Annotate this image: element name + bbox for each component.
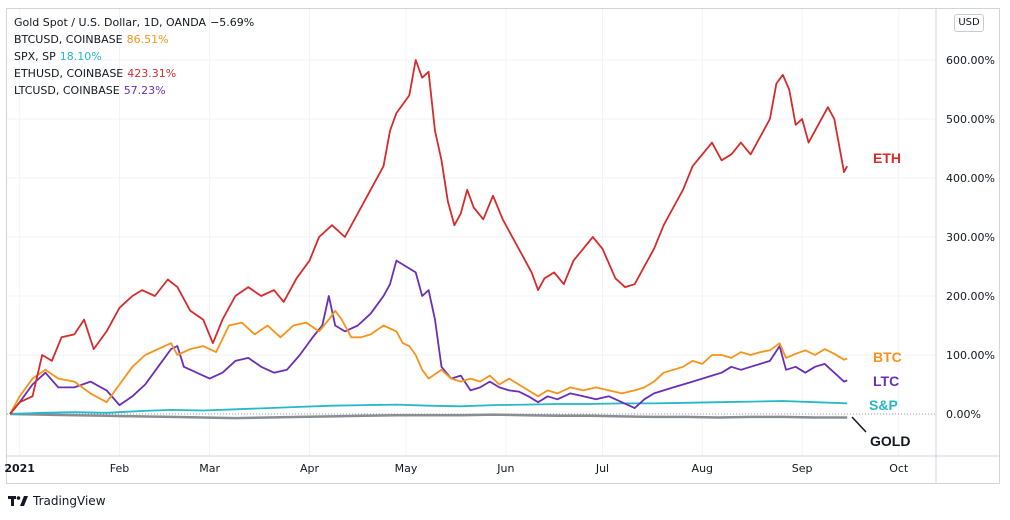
y-tick-label: 500.00%: [946, 113, 995, 126]
series-line-eth[interactable]: [9, 59, 848, 415]
y-tick-label: 200.00%: [946, 290, 995, 303]
legend-row-btc[interactable]: BTCUSD, COINBASE 86.51%: [14, 31, 254, 48]
currency-badge[interactable]: USD: [954, 14, 984, 32]
chart-legend: Gold Spot / U.S. Dollar, 1D, OANDA −5.69%…: [14, 14, 254, 99]
x-axis-ticks: 2021 Feb Mar Apr May Jun Jul Aug Sep Oct: [4, 462, 909, 475]
y-tick-label: 400.00%: [946, 172, 995, 185]
series-end-labels: ETH BTC LTC S&P GOLD: [851, 150, 910, 449]
legend-row-gold[interactable]: Gold Spot / U.S. Dollar, 1D, OANDA −5.69%: [14, 14, 254, 31]
legend-label: Gold Spot / U.S. Dollar, 1D, OANDA: [14, 16, 207, 29]
brand-name: TradingView: [33, 494, 106, 508]
legend-value: 86.51%: [126, 33, 169, 46]
legend-label: LTCUSD, COINBASE: [14, 84, 120, 97]
legend-label: BTCUSD, COINBASE: [14, 33, 123, 46]
series-line-gold[interactable]: [9, 412, 848, 420]
series-line-sandp[interactable]: [9, 400, 848, 415]
x-tick-label: Jul: [595, 462, 609, 475]
y-tick-label: 0.00%: [946, 408, 981, 421]
tradingview-branding[interactable]: TradingView: [8, 494, 106, 508]
series-lines: [9, 59, 848, 420]
gold-label-leader: [851, 416, 867, 433]
series-line-btc[interactable]: [9, 309, 848, 415]
x-tick-label: Aug: [692, 462, 713, 475]
tradingview-logo-icon: [8, 496, 28, 506]
legend-value: 57.23%: [123, 84, 166, 97]
legend-row-ltc[interactable]: LTCUSD, COINBASE 57.23%: [14, 82, 254, 99]
x-tick-label: May: [395, 462, 418, 475]
legend-value: 423.31%: [127, 67, 177, 80]
chart-frame: [6, 8, 1000, 484]
y-axis-ticks: 0.00% 100.00% 200.00% 300.00% 400.00% 500.00%…: [946, 54, 995, 421]
end-label-ltc: LTC: [873, 373, 899, 389]
x-tick-label: Mar: [199, 462, 220, 475]
x-tick-label: 2021: [4, 462, 35, 475]
x-tick-label: Oct: [889, 462, 909, 475]
series-line-ltc[interactable]: [9, 259, 848, 415]
end-label-gold: GOLD: [870, 433, 910, 449]
y-tick-label: 100.00%: [946, 349, 995, 362]
y-tick-label: 600.00%: [946, 54, 995, 67]
legend-label: SPX, SP: [14, 50, 56, 63]
legend-value: 18.10%: [59, 50, 102, 63]
legend-value: −5.69%: [210, 16, 255, 29]
end-label-btc: BTC: [873, 349, 902, 365]
x-tick-label: Jun: [496, 462, 514, 475]
legend-label: ETHUSD, COINBASE: [14, 67, 124, 80]
legend-row-eth[interactable]: ETHUSD, COINBASE 423.31%: [14, 65, 254, 82]
x-tick-label: Feb: [110, 462, 129, 475]
end-label-eth: ETH: [873, 150, 901, 166]
axis-separators: [7, 9, 1000, 483]
chart-grid: [7, 9, 936, 456]
x-tick-label: Apr: [300, 462, 320, 475]
x-tick-label: Sep: [792, 462, 813, 475]
end-label-sandp: S&P: [869, 397, 898, 413]
y-tick-label: 300.00%: [946, 231, 995, 244]
legend-row-spx[interactable]: SPX, SP 18.10%: [14, 48, 254, 65]
